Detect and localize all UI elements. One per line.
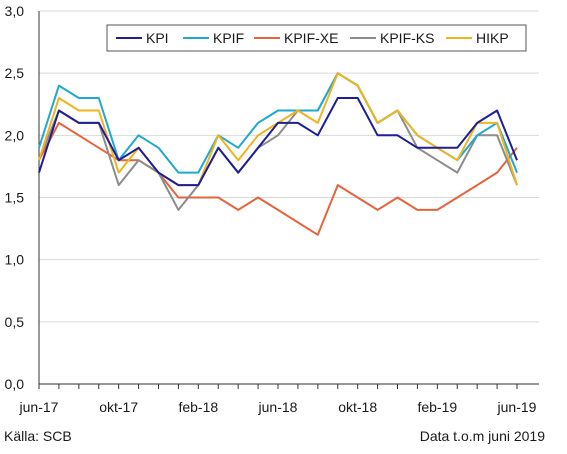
series-lines bbox=[38, 72, 518, 236]
y-tick-label: 1,0 bbox=[5, 252, 25, 268]
x-axis bbox=[38, 11, 539, 389]
y-axis-tick-labels: 0,0 0,5 1,0 1,5 2,0 2,5 3,0 bbox=[5, 3, 25, 392]
line-chart: 0,0 0,5 1,0 1,5 2,0 2,5 3,0 jun-17 okt-17 feb-18… bbox=[5, 3, 539, 415]
series-line-kpif-xe bbox=[38, 121, 518, 236]
y-tick-label: 2,0 bbox=[5, 127, 25, 143]
legend: KPI KPIF KPIF-XE KPIF-KS HIKP bbox=[106, 24, 527, 52]
legend-label: KPIF-XE bbox=[284, 30, 338, 46]
series-line-kpi bbox=[38, 97, 518, 187]
x-tick-label: jun-18 bbox=[258, 399, 298, 415]
data-note-label: Data t.o.m juni 2019 bbox=[419, 428, 545, 444]
x-axis-tick-labels: jun-17 okt-17 feb-18 jun-18 okt-18 feb-19 jun-… bbox=[19, 399, 537, 415]
y-tick-label: 1,5 bbox=[5, 190, 25, 206]
y-tick-label: 3,0 bbox=[5, 3, 25, 19]
y-tick-label: 0,5 bbox=[5, 314, 25, 330]
legend-label: KPIF bbox=[213, 30, 244, 46]
source-label: Källa: SCB bbox=[4, 428, 72, 444]
legend-label: KPIF-KS bbox=[380, 30, 434, 46]
legend-label: KPI bbox=[146, 30, 169, 46]
grid-lines bbox=[39, 10, 539, 323]
series-line-hikp bbox=[38, 72, 518, 187]
x-tick-label: feb-18 bbox=[178, 399, 218, 415]
x-tick-label: okt-17 bbox=[99, 399, 138, 415]
y-tick-label: 2,5 bbox=[5, 65, 25, 81]
x-tick-label: jun-17 bbox=[19, 399, 59, 415]
y-tick-label: 0,0 bbox=[5, 376, 25, 392]
x-tick-label: okt-18 bbox=[338, 399, 377, 415]
legend-label: HIKP bbox=[476, 30, 509, 46]
x-tick-label: feb-19 bbox=[417, 399, 457, 415]
series-line-kpif-ks bbox=[38, 72, 518, 211]
x-tick-label: jun-19 bbox=[497, 399, 537, 415]
